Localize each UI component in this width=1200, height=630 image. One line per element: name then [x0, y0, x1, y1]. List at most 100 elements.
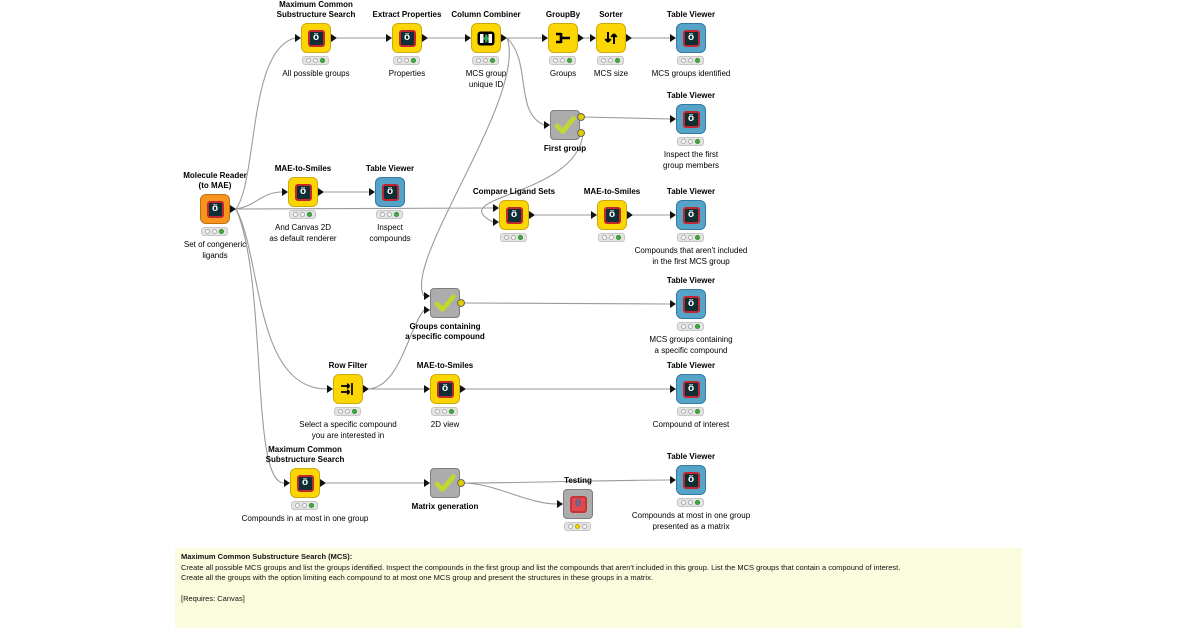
input-port[interactable]	[670, 476, 676, 484]
input-port[interactable]	[670, 300, 676, 308]
output-port[interactable]	[577, 129, 585, 137]
input-port[interactable]	[542, 34, 548, 42]
input-port[interactable]	[557, 500, 563, 508]
output-port[interactable]	[577, 113, 585, 121]
node-mae2[interactable]: ö	[597, 200, 627, 230]
node-groupsmeta[interactable]	[430, 288, 460, 318]
node-tv5[interactable]: ö	[676, 289, 706, 319]
node-rowfilter[interactable]	[333, 374, 363, 404]
input-port[interactable]	[424, 292, 430, 300]
workflow-annotation[interactable]: Maximum Common Substructure Search (MCS)…	[175, 548, 1022, 628]
output-port[interactable]	[627, 211, 633, 219]
node-label-tv1: Table Viewer	[666, 10, 716, 19]
node-status-light	[677, 498, 704, 507]
output-port[interactable]	[331, 34, 337, 42]
connection-combiner-to-groupsmeta[interactable]	[421, 37, 510, 297]
connection-matrixmeta-to-tv7[interactable]	[462, 479, 671, 484]
node-caption-rowfilter: Select a specific compound you are inter…	[299, 420, 397, 440]
output-port[interactable]	[501, 34, 507, 42]
connection-molreader-to-mae1[interactable]	[235, 191, 283, 210]
output-port[interactable]	[422, 34, 428, 42]
status-dot	[307, 212, 312, 217]
status-dot	[553, 58, 558, 63]
node-groupby[interactable]	[548, 23, 578, 53]
input-port[interactable]	[424, 306, 430, 314]
connection-molreader-to-mcs1[interactable]	[235, 37, 296, 210]
node-matrixmeta[interactable]	[430, 468, 460, 498]
annotation-line: Create all possible MCS groups and list …	[181, 562, 901, 572]
input-port[interactable]	[670, 34, 676, 42]
status-dot	[411, 58, 416, 63]
node-tv4[interactable]: ö	[676, 200, 706, 230]
connection-molreader-to-rowfilter[interactable]	[235, 208, 328, 390]
node-tv6[interactable]: ö	[676, 374, 706, 404]
node-label-tv2: Table Viewer	[666, 91, 716, 100]
input-port[interactable]	[424, 385, 430, 393]
input-port[interactable]	[369, 188, 375, 196]
node-caption-tv3: Inspect compounds	[369, 223, 411, 243]
output-port[interactable]	[230, 205, 236, 213]
input-port[interactable]	[386, 34, 392, 42]
node-tv3[interactable]: ö	[375, 177, 405, 207]
node-mcs2[interactable]: ö	[290, 468, 320, 498]
output-port[interactable]	[318, 188, 324, 196]
node-mae1[interactable]: ö	[288, 177, 318, 207]
input-port[interactable]	[590, 34, 596, 42]
status-dot	[490, 58, 495, 63]
connection-firstgroup-to-compare[interactable]	[481, 132, 584, 223]
output-port[interactable]	[363, 385, 369, 393]
output-port[interactable]	[460, 385, 466, 393]
status-dot	[688, 500, 693, 505]
input-port[interactable]	[544, 121, 550, 129]
input-port[interactable]	[327, 385, 333, 393]
output-port[interactable]	[529, 211, 535, 219]
input-port[interactable]	[295, 34, 301, 42]
node-tv2[interactable]: ö	[676, 104, 706, 134]
output-port[interactable]	[320, 479, 326, 487]
node-combiner[interactable]	[471, 23, 501, 53]
schrodinger-icon: ö	[603, 206, 621, 224]
connection-molreader-to-mcs2[interactable]	[235, 208, 285, 484]
input-port[interactable]	[284, 479, 290, 487]
node-sorter[interactable]	[596, 23, 626, 53]
input-port[interactable]	[670, 115, 676, 123]
node-testing[interactable]: ö	[563, 489, 593, 519]
connection-molreader-to-compare[interactable]	[235, 207, 494, 210]
input-port[interactable]	[670, 211, 676, 219]
connection-groupsmeta-to-tv5[interactable]	[462, 302, 671, 305]
output-port[interactable]	[457, 299, 465, 307]
connection-matrixmeta-to-testing[interactable]	[462, 482, 558, 505]
status-dot	[397, 58, 402, 63]
input-port[interactable]	[465, 34, 471, 42]
node-firstgroup[interactable]	[550, 110, 580, 140]
connection-rowfilter-to-groupsmeta[interactable]	[368, 309, 425, 390]
node-status-light	[500, 233, 527, 242]
node-status-light	[598, 233, 625, 242]
input-port[interactable]	[493, 204, 499, 212]
node-molreader[interactable]: ö	[200, 194, 230, 224]
node-tv7[interactable]: ö	[676, 465, 706, 495]
status-dot	[695, 58, 700, 63]
status-dot	[615, 58, 620, 63]
node-caption-tv7: Compounds at most in one group presented…	[631, 511, 751, 531]
node-extract[interactable]: ö	[392, 23, 422, 53]
status-dot	[681, 235, 686, 240]
node-caption-molreader: Set of congeneric ligands	[183, 240, 247, 260]
node-compare[interactable]: ö	[499, 200, 529, 230]
node-status-light	[597, 56, 624, 65]
output-port[interactable]	[578, 34, 584, 42]
input-port[interactable]	[670, 385, 676, 393]
input-port[interactable]	[282, 188, 288, 196]
connection-firstgroup-to-tv2[interactable]	[582, 116, 671, 120]
connection-combiner-to-firstgroup[interactable]	[506, 37, 545, 126]
output-port[interactable]	[626, 34, 632, 42]
node-mae3[interactable]: ö	[430, 374, 460, 404]
status-dot	[387, 212, 392, 217]
input-port[interactable]	[424, 479, 430, 487]
node-mcs1[interactable]: ö	[301, 23, 331, 53]
input-port[interactable]	[591, 211, 597, 219]
node-tv1[interactable]: ö	[676, 23, 706, 53]
status-dot	[602, 235, 607, 240]
output-port[interactable]	[457, 479, 465, 487]
input-port[interactable]	[493, 218, 499, 226]
